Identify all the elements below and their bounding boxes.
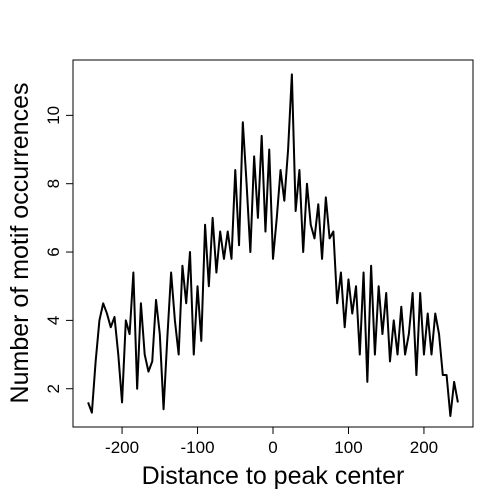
y-axis-label: Number of motif occurrences: [6, 83, 34, 404]
y-tick-label: 8: [44, 179, 63, 188]
x-tick-label: 0: [268, 438, 277, 457]
x-tick-label: 200: [410, 438, 438, 457]
x-tick-label: -100: [181, 438, 215, 457]
x-axis-label: Distance to peak center: [142, 462, 405, 490]
y-tick-label: 10: [44, 106, 63, 125]
x-tick-label: -200: [105, 438, 139, 457]
y-tick-label: 2: [44, 384, 63, 393]
y-tick-label: 4: [44, 316, 63, 325]
x-tick-label: 100: [334, 438, 362, 457]
data-line: [87, 73, 459, 418]
y-tick-label: 6: [44, 247, 63, 256]
